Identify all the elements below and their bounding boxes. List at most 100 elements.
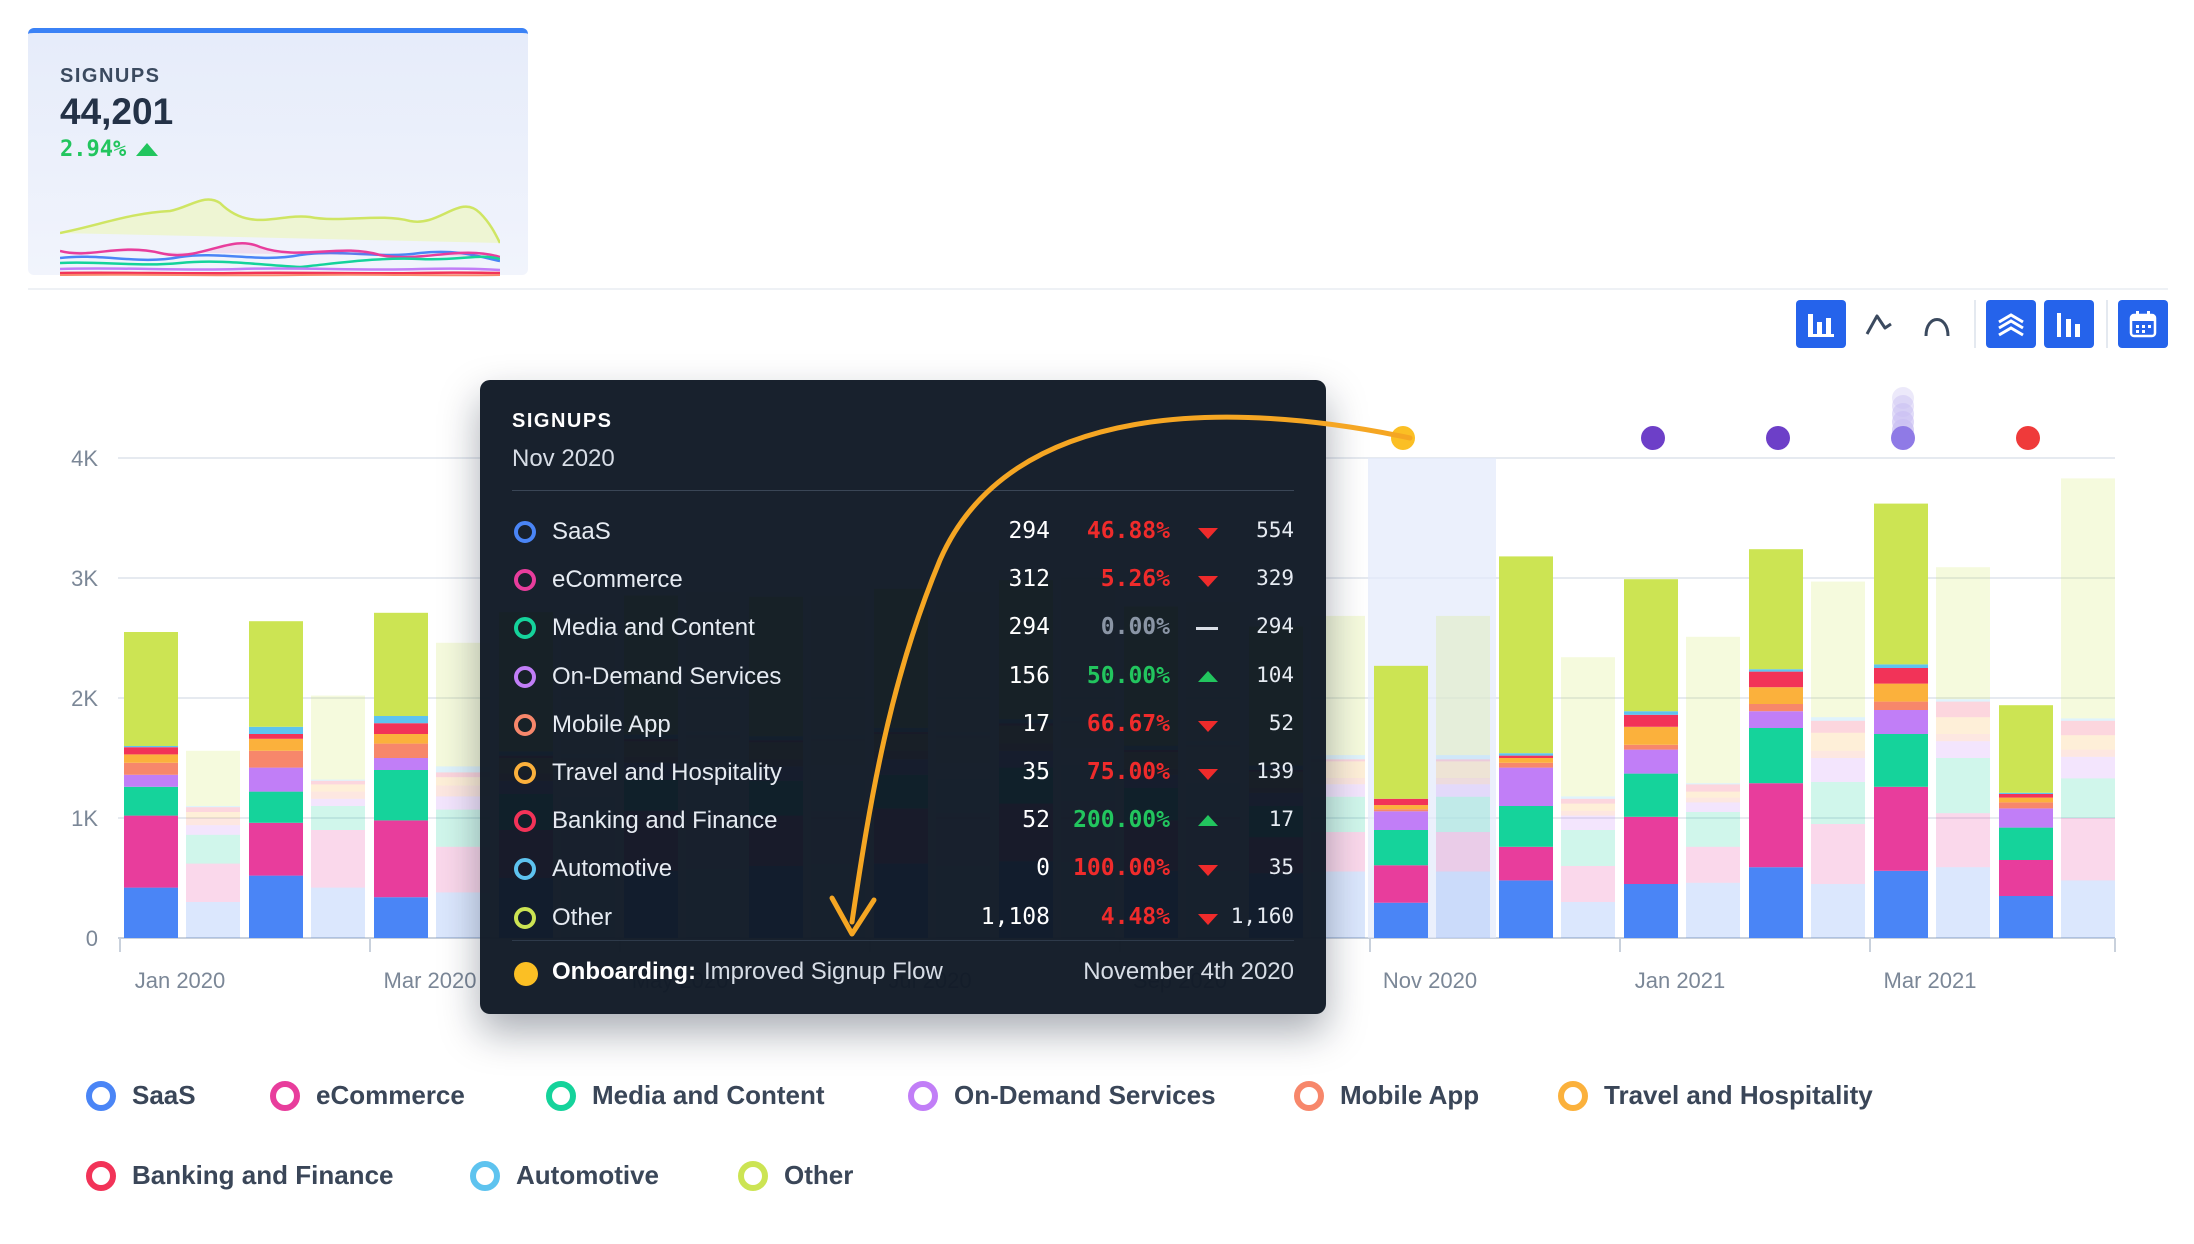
bar-segment[interactable] xyxy=(1749,549,1803,670)
bar-segment[interactable] xyxy=(1624,711,1678,715)
legend-item[interactable]: SaaS xyxy=(86,1080,196,1111)
bar-segment[interactable] xyxy=(1374,902,1428,938)
bar-segment[interactable] xyxy=(124,747,178,755)
bar-segment[interactable] xyxy=(1499,556,1553,754)
bar-segment[interactable] xyxy=(1686,797,1740,803)
bar-segment[interactable] xyxy=(1936,867,1990,938)
bar-segment[interactable] xyxy=(1686,784,1740,792)
bar-segment[interactable] xyxy=(311,695,365,780)
bar-segment[interactable] xyxy=(1749,704,1803,712)
bar-segment[interactable] xyxy=(1624,579,1678,712)
bar-segment[interactable] xyxy=(1436,755,1490,760)
bar-segment[interactable] xyxy=(311,798,365,806)
bar-segment[interactable] xyxy=(1811,758,1865,782)
bar-segment[interactable] xyxy=(1874,701,1928,710)
bar-segment[interactable] xyxy=(311,791,365,799)
bar-segment[interactable] xyxy=(249,875,303,938)
bar-segment[interactable] xyxy=(1374,665,1428,799)
bar-segment[interactable] xyxy=(1999,827,2053,860)
bar-segment[interactable] xyxy=(2061,718,2115,721)
bar-segment[interactable] xyxy=(1811,884,1865,938)
bar-segment[interactable] xyxy=(1499,755,1553,758)
bar-segment[interactable] xyxy=(1561,657,1615,797)
bar-segment[interactable] xyxy=(1749,669,1803,672)
bar-segment[interactable] xyxy=(1999,705,2053,793)
bar-segment[interactable] xyxy=(374,897,428,938)
bar-segment[interactable] xyxy=(1499,806,1553,847)
bar-segment[interactable] xyxy=(124,762,178,775)
bar-segment[interactable] xyxy=(1999,860,2053,896)
bar-segment[interactable] xyxy=(1749,728,1803,784)
bar-segment[interactable] xyxy=(1686,783,1740,785)
legend-item[interactable]: On-Demand Services xyxy=(908,1080,1216,1111)
bar-segment[interactable] xyxy=(1811,824,1865,884)
annotation-markers[interactable] xyxy=(1391,387,2040,450)
bar-segment[interactable] xyxy=(374,734,428,744)
legend-item[interactable]: eCommerce xyxy=(270,1080,465,1111)
bar-segment[interactable] xyxy=(1749,711,1803,728)
bar-segment[interactable] xyxy=(1874,870,1928,938)
calendar-button[interactable] xyxy=(2118,300,2168,348)
bar-segment[interactable] xyxy=(1936,758,1990,814)
annotation-marker[interactable] xyxy=(1391,426,1415,450)
bar-segment[interactable] xyxy=(1999,808,2053,828)
bar-segment[interactable] xyxy=(1936,567,1990,700)
bar-segment[interactable] xyxy=(1561,796,1615,799)
bar-segment[interactable] xyxy=(1561,902,1615,938)
bar-segment[interactable] xyxy=(249,791,303,823)
bar-segment[interactable] xyxy=(2061,756,2115,779)
bar-segment[interactable] xyxy=(374,723,428,734)
bar-segment[interactable] xyxy=(1374,865,1428,903)
bar-segment[interactable] xyxy=(1936,813,1990,868)
bar-segment[interactable] xyxy=(1624,726,1678,745)
bar-segment[interactable] xyxy=(2061,749,2115,757)
bar-segment[interactable] xyxy=(1499,846,1553,881)
bar-segment[interactable] xyxy=(1624,714,1678,727)
bar-segment[interactable] xyxy=(374,716,428,724)
annotation-marker[interactable] xyxy=(1892,387,1914,409)
bar-chart-button[interactable] xyxy=(1796,300,1846,348)
bar-segment[interactable] xyxy=(311,779,365,781)
bar-segment[interactable] xyxy=(436,796,490,810)
bar-segment[interactable] xyxy=(1999,802,2053,809)
bar-segment[interactable] xyxy=(2061,880,2115,938)
bar-segment[interactable] xyxy=(1999,896,2053,938)
legend-item[interactable]: Travel and Hospitality xyxy=(1558,1080,1873,1111)
bar-segment[interactable] xyxy=(1436,871,1490,938)
annotation-marker[interactable] xyxy=(2016,426,2040,450)
bar-segment[interactable] xyxy=(249,726,303,734)
bar-segment[interactable] xyxy=(186,812,240,818)
bar-segment[interactable] xyxy=(1811,750,1865,758)
legend-item[interactable]: Media and Content xyxy=(546,1080,825,1111)
bar-segment[interactable] xyxy=(1374,809,1428,812)
bar-segment[interactable] xyxy=(311,806,365,830)
bar-segment[interactable] xyxy=(249,822,303,876)
bar-segment[interactable] xyxy=(1499,767,1553,806)
bar-segment[interactable] xyxy=(436,777,490,786)
bar-segment[interactable] xyxy=(1499,762,1553,768)
bar-segment[interactable] xyxy=(1436,778,1490,785)
bar-segment[interactable] xyxy=(2061,778,2115,818)
bar-segment[interactable] xyxy=(1436,615,1490,756)
bar-segment[interactable] xyxy=(1374,811,1428,830)
bar-segment[interactable] xyxy=(311,830,365,888)
bar-segment[interactable] xyxy=(124,774,178,787)
stacked-button[interactable] xyxy=(1986,300,2036,348)
bar-segment[interactable] xyxy=(1686,802,1740,812)
bar-segment[interactable] xyxy=(1561,866,1615,902)
legend-item[interactable]: Automotive xyxy=(470,1160,659,1191)
bar-segment[interactable] xyxy=(1686,846,1740,883)
bar-segment[interactable] xyxy=(1749,867,1803,938)
bar-segment[interactable] xyxy=(1811,720,1865,733)
bar-segment[interactable] xyxy=(1624,744,1678,750)
bar-segment[interactable] xyxy=(1561,830,1615,866)
bar-segment[interactable] xyxy=(1624,816,1678,884)
bar-segment[interactable] xyxy=(249,767,303,792)
legend-item[interactable]: Mobile App xyxy=(1294,1080,1479,1111)
line-chart-button[interactable] xyxy=(1854,300,1904,348)
bar-segment[interactable] xyxy=(1999,797,2053,803)
bar-segment[interactable] xyxy=(1686,636,1740,784)
kpi-card[interactable]: SIGNUPS 44,201 2.94% xyxy=(28,28,528,277)
bar-segment[interactable] xyxy=(124,786,178,816)
bar-segment[interactable] xyxy=(249,750,303,768)
